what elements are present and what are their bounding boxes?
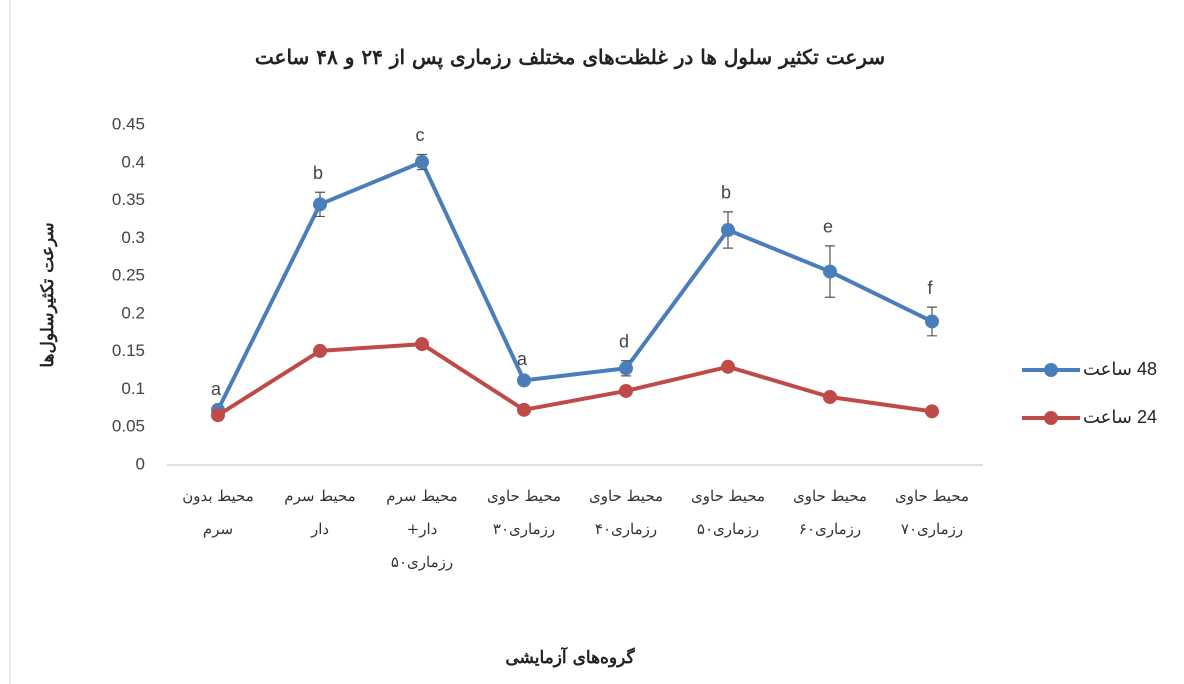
series-marker [313, 197, 327, 212]
series-marker [415, 155, 429, 170]
x-tick-label: محیط حاوی رزماری۶۰ [792, 487, 868, 538]
series-marker [823, 264, 837, 279]
y-tick-label: 0.4 [121, 152, 145, 171]
y-tick-label: 0.35 [112, 190, 145, 209]
legend-label: 24 ساعت [1083, 407, 1158, 427]
x-axis-label: گروه‌های آزمایشی [505, 648, 635, 668]
x-tick-label: محیط بدون سرم [182, 487, 254, 538]
series-marker [211, 408, 225, 423]
series-marker [925, 404, 939, 419]
y-tick-label: 0.45 [112, 114, 145, 133]
legend-marker [1044, 363, 1058, 377]
series-marker [415, 337, 429, 352]
x-tick-label: محیط سرم دار+ رزماری۵۰ [386, 487, 458, 571]
series-marker [721, 359, 735, 374]
annotation: e [823, 217, 833, 237]
series-marker [721, 223, 735, 238]
y-tick-label: 0.15 [112, 341, 145, 360]
series-marker [517, 373, 531, 388]
series-marker [313, 343, 327, 358]
x-tick-label: محیط حاوی رزماری۵۰ [690, 487, 766, 538]
annotation: f [927, 278, 933, 298]
annotation: a [517, 349, 528, 369]
annotation: d [619, 331, 629, 351]
series-marker [823, 390, 837, 404]
chart-title: سرعت تکثیر سلول ها در غلظت‌های مختلف رزم… [254, 45, 886, 69]
y-tick-label: 0.25 [112, 266, 145, 285]
legend-marker [1044, 411, 1058, 425]
annotation: b [721, 183, 731, 203]
y-axis-label: سرعت تکثیرسلول‌ها [38, 222, 58, 368]
y-tick-label: 0.3 [121, 228, 145, 247]
x-tick-label: محیط حاوی رزماری۴۰ [588, 487, 664, 538]
x-tick-label: محیط سرم دار [284, 487, 356, 538]
series-marker [619, 361, 633, 376]
y-tick-label: 0 [136, 454, 145, 473]
series-marker [517, 402, 531, 417]
series-line [216, 160, 933, 411]
x-tick-label: محیط حاوی رزماری۳۰ [486, 487, 562, 538]
annotation: b [313, 163, 323, 183]
series-marker [619, 383, 633, 398]
annotation: c [416, 125, 425, 145]
y-tick-label: 0.1 [121, 379, 145, 398]
x-tick-label: محیط حاوی رزماری۷۰ [894, 487, 970, 538]
y-tick-label: 0.05 [112, 417, 145, 436]
annotation: a [211, 379, 222, 399]
legend-label: 48 ساعت [1083, 359, 1158, 379]
series-line [216, 342, 933, 417]
y-tick-label: 0.2 [121, 303, 145, 322]
series-marker [925, 314, 939, 329]
